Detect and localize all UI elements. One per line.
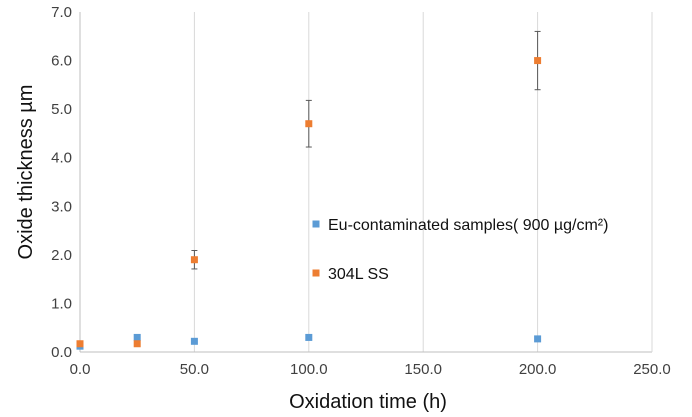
x-tick-labels: 0.0 50.0 100.0 150.0 200.0 250.0 [70,361,671,378]
x-tick-label: 100.0 [290,361,328,378]
x-tick-label: 200.0 [519,361,557,378]
x-tick-label: 0.0 [70,361,91,378]
legend-marker-304l-ss [312,269,320,277]
legend: Eu-contaminated samples( 900 µg/cm²) 304… [312,217,608,283]
point-eu-contaminated [305,333,313,341]
point-eu-contaminated [133,333,141,341]
grid [193,12,653,352]
y-tick-label: 7.0 [51,4,72,21]
legend-label-eu-contaminated: Eu-contaminated samples( 900 µg/cm²) [328,217,608,234]
y-tick-label: 1.0 [51,295,72,312]
y-tick-labels: 0.0 1.0 2.0 3.0 4.0 5.0 6.0 7.0 [51,4,72,361]
point-304l-ss [133,340,141,348]
legend-label-304l-ss: 304L SS [328,266,389,283]
data-points [76,57,542,350]
y-tick-label: 0.0 [51,344,72,361]
y-tick-label: 4.0 [51,150,72,167]
legend-marker-eu-contaminated [312,220,320,228]
x-axis-title: Oxidation time (h) [289,391,447,413]
y-tick-label: 6.0 [51,53,72,70]
point-304l-ss [190,256,198,264]
y-axis-title: Oxide thickness µm [15,85,37,260]
axes [79,12,653,353]
point-eu-contaminated [534,335,542,343]
point-304l-ss [534,57,542,65]
y-tick-label: 2.0 [51,247,72,264]
y-tick-label: 3.0 [51,198,72,215]
point-304l-ss [76,340,84,348]
point-eu-contaminated [190,337,198,345]
x-tick-label: 50.0 [180,361,209,378]
y-tick-label: 5.0 [51,101,72,118]
point-304l-ss [305,120,313,128]
x-tick-label: 150.0 [404,361,442,378]
x-tick-label: 250.0 [633,361,671,378]
